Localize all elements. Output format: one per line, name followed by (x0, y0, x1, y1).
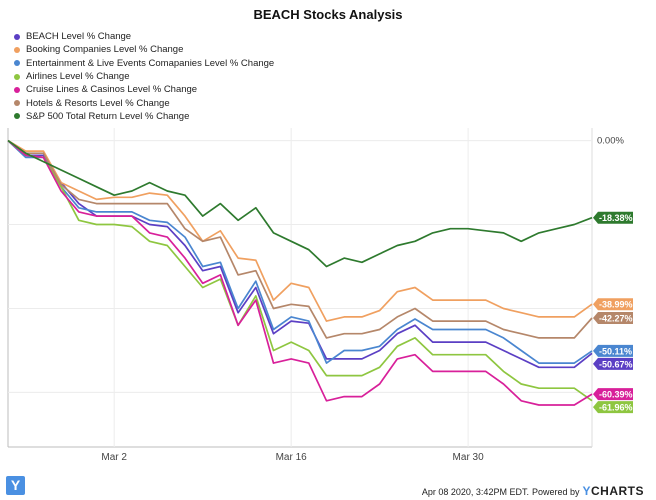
series-end-badge: -50.11% (593, 344, 633, 357)
brand-rest: CHARTS (591, 484, 644, 498)
legend-item[interactable]: Airlines Level % Change (14, 70, 274, 83)
x-tick-label: Mar 16 (276, 452, 308, 463)
series-end-badge: -18.38% (593, 211, 633, 224)
ycharts-logo-icon: Y (6, 476, 25, 495)
brand-y: Y (582, 484, 591, 498)
legend-item[interactable]: BEACH Level % Change (14, 30, 274, 43)
legend-label: Cruise Lines & Casinos Level % Change (26, 84, 198, 96)
legend-item[interactable]: Cruise Lines & Casinos Level % Change (14, 83, 274, 96)
legend-label: Hotels & Resorts Level % Change (26, 97, 170, 109)
legend-dot-icon (14, 46, 20, 53)
legend-label: Booking Companies Level % Change (26, 44, 184, 56)
footer-timestamp: Apr 08 2020, 3:42PM EDT. (421, 487, 529, 497)
x-tick-label: Mar 30 (453, 452, 485, 463)
legend-label: BEACH Level % Change (26, 31, 132, 43)
legend-item[interactable]: Booking Companies Level % Change (14, 43, 274, 56)
legend-dot-icon (14, 33, 20, 40)
series-line (7, 139, 593, 406)
legend-dot-icon (14, 86, 20, 93)
series-end-value: -60.39% (599, 390, 633, 400)
series-line (7, 139, 593, 364)
series-line (7, 139, 593, 268)
x-tick-label: Mar 2 (101, 452, 127, 463)
series-line (7, 139, 593, 369)
y-tick-label: 0.00% (597, 136, 624, 147)
legend-item[interactable]: Entertainment & Live Events Comapanies L… (14, 57, 274, 70)
footer-powered-by: Powered by (531, 487, 580, 497)
series-line (7, 139, 593, 402)
footer-brand[interactable]: YCHARTS (582, 484, 644, 498)
series-line (7, 139, 593, 339)
legend: BEACH Level % Change Booking Companies Le… (14, 30, 274, 123)
series-end-badge: -42.27% (593, 312, 633, 325)
legend-dot-icon (14, 100, 20, 107)
series-line (7, 139, 593, 322)
series-end-badge: -38.99% (593, 298, 633, 311)
footer: Apr 08 2020, 3:42PM EDT. Powered by YCHA… (422, 484, 644, 498)
legend-label: Airlines Level % Change (26, 71, 130, 83)
legend-item[interactable]: Hotels & Resorts Level % Change (14, 96, 274, 109)
legend-label: S&P 500 Total Return Level % Change (26, 110, 190, 122)
legend-dot-icon (14, 113, 20, 120)
legend-item[interactable]: S&P 500 Total Return Level % Change (14, 110, 274, 123)
series-end-value: -50.67% (599, 359, 633, 369)
legend-label: Entertainment & Live Events Comapanies L… (26, 57, 275, 69)
chart-title: BEACH Stocks Analysis (253, 7, 403, 22)
legend-dot-icon (14, 73, 20, 80)
series-end-badge: -61.96% (593, 401, 633, 414)
series-end-badge: -50.67% (593, 357, 633, 370)
series-end-value: -38.99% (599, 300, 633, 310)
series-end-value: -42.27% (599, 314, 633, 324)
series-end-badge: -60.39% (593, 388, 633, 401)
legend-dot-icon (14, 60, 20, 67)
series-end-value: -50.11% (599, 346, 632, 356)
series-end-value: -61.96% (599, 403, 633, 413)
series-end-value: -18.38% (599, 213, 633, 223)
